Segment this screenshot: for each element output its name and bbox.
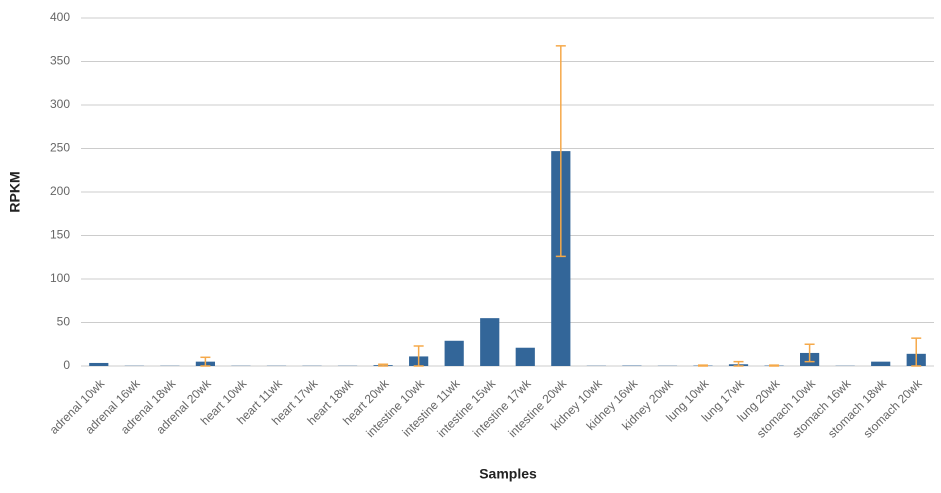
- y-tick-label: 0: [63, 358, 70, 372]
- y-tick-label: 400: [50, 10, 70, 24]
- y-axis-title: RPKM: [7, 171, 23, 212]
- bar: [480, 318, 499, 366]
- y-tick-label: 50: [57, 315, 71, 329]
- y-tick-label: 200: [50, 184, 70, 198]
- bar: [871, 362, 890, 366]
- bar: [516, 348, 535, 366]
- y-tick-label: 350: [50, 54, 70, 68]
- y-tick-label: 250: [50, 141, 70, 155]
- x-axis-title: Samples: [479, 466, 537, 482]
- bar: [89, 363, 108, 366]
- y-tick-label: 100: [50, 271, 70, 285]
- error-bar: [734, 362, 744, 366]
- y-tick-label: 300: [50, 97, 70, 111]
- error-bar: [698, 365, 708, 366]
- bar: [445, 341, 464, 366]
- y-tick-label: 150: [50, 228, 70, 242]
- error-bar: [769, 365, 779, 366]
